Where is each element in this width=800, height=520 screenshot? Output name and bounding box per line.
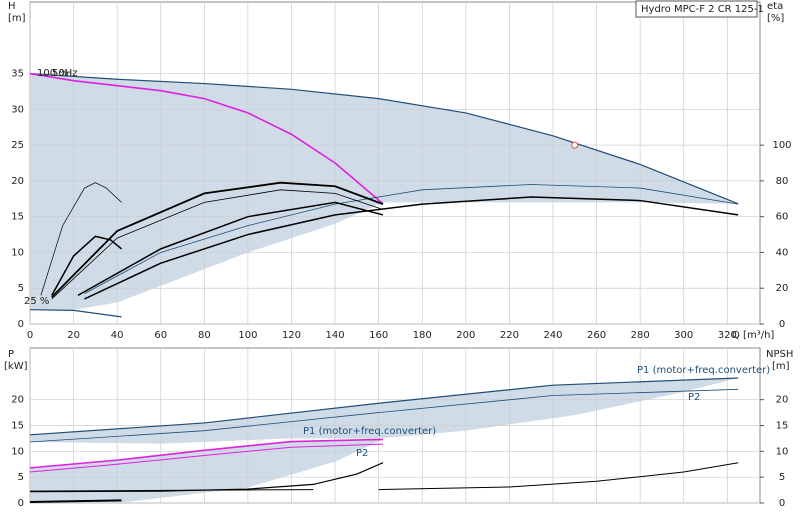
y2-tick-label: 10 — [776, 446, 789, 457]
chart-title: Hydro MPC-F 2 CR 125-1 — [641, 4, 764, 15]
y-tick-label: 15 — [11, 212, 24, 223]
plot-layer: 0 20 40 60 80 100 120 140 160 180 200 220 240 260 280 3… — [11, 1, 792, 509]
title-box — [635, 0, 758, 18]
y2-tick-label: 80 — [776, 176, 789, 187]
y-tick-label: 25 — [11, 140, 24, 151]
y-tick-label: 0 — [18, 319, 24, 330]
annotation: P2 — [356, 448, 368, 459]
y2-tick-label: 15 — [776, 421, 789, 432]
x-tick-label: 80 — [198, 330, 211, 341]
x-tick-label: 40 — [111, 330, 124, 341]
curve — [29, 443, 384, 473]
operating-area — [30, 73, 739, 310]
y-tick-label: 5 — [18, 283, 24, 294]
y2-tick-label: 100 — [772, 140, 791, 151]
y2-axis-label: NPSH — [766, 349, 793, 360]
curve — [29, 438, 384, 469]
x-tick-label: 160 — [369, 330, 388, 341]
duty-point — [571, 141, 579, 149]
y2-tick-label: 40 — [776, 247, 789, 258]
curve — [51, 181, 384, 298]
curve — [77, 201, 384, 297]
y2-tick-label: 20 — [776, 395, 789, 406]
x-tick-label: 300 — [674, 330, 693, 341]
y-axis-unit: [kW] — [4, 361, 28, 372]
x-tick-label: 120 — [282, 330, 301, 341]
curve — [29, 499, 122, 503]
y-tick-label: 5 — [18, 472, 24, 483]
y2-tick-label: 0 — [779, 498, 785, 509]
y2-axis-unit: [%] — [767, 13, 784, 24]
x-tick-label: 140 — [326, 330, 345, 341]
y-axis-label: H — [8, 1, 16, 12]
x-tick-label: 180 — [413, 330, 432, 341]
curve — [51, 235, 122, 296]
y2-tick-label: 20 — [776, 283, 789, 294]
curve — [84, 184, 739, 294]
x-tick-label: 240 — [543, 330, 562, 341]
y-tick-label: 35 — [11, 69, 24, 80]
curve — [40, 182, 122, 296]
y2-tick-label: 0 — [779, 319, 785, 330]
x-tick-label: 0 — [27, 330, 33, 341]
curve — [29, 72, 739, 205]
x-axis-label: Q [m³/h] — [732, 330, 774, 341]
curve — [29, 388, 739, 443]
x-tick-label: 60 — [154, 330, 167, 341]
x-tick-label: 220 — [500, 330, 519, 341]
x-tick-label: 20 — [67, 330, 80, 341]
annotation: 25 % — [24, 296, 49, 307]
curve — [51, 189, 384, 300]
curve — [378, 462, 739, 491]
curve — [29, 309, 122, 318]
y-tick-label: 15 — [11, 421, 24, 432]
x-tick-label: 200 — [456, 330, 475, 341]
curve — [29, 72, 384, 205]
y2-tick-label: 60 — [776, 212, 789, 223]
curve — [29, 462, 384, 493]
y2-axis-label: eta — [767, 1, 783, 12]
curve — [84, 196, 739, 300]
x-tick-label: 320 — [718, 330, 737, 341]
y2-axis-unit: [m] — [772, 361, 790, 372]
annotation: P2 — [688, 392, 700, 403]
annotation: 50Hz — [52, 68, 78, 79]
y-tick-label: 0 — [18, 498, 24, 509]
curve — [29, 489, 314, 492]
operating-area — [30, 439, 384, 503]
y-axis-unit: [m] — [8, 13, 26, 24]
x-tick-label: 280 — [631, 330, 650, 341]
annotation: 100 % — [37, 68, 69, 79]
y-tick-label: 30 — [11, 104, 24, 115]
annotation: P1 (motor+freq.converter) — [637, 365, 770, 376]
y-tick-label: 20 — [11, 395, 24, 406]
operating-area — [30, 377, 739, 444]
x-tick-label: 260 — [587, 330, 606, 341]
curve — [29, 377, 739, 436]
y2-tick-label: 5 — [779, 472, 785, 483]
y-tick-label: 10 — [11, 446, 24, 457]
y-tick-label: 20 — [11, 176, 24, 187]
annotation: P1 (motor+freq.converter) — [303, 426, 436, 437]
y-tick-label: 10 — [11, 247, 24, 258]
y-axis-label: P — [8, 349, 14, 360]
x-tick-label: 100 — [238, 330, 257, 341]
